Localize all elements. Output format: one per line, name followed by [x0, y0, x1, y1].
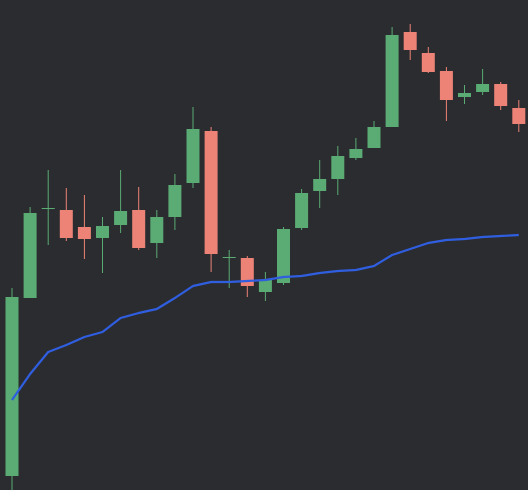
candle-body: [476, 84, 490, 92]
candle-body: [439, 71, 453, 100]
candle-body: [23, 213, 37, 298]
candle-body: [277, 229, 290, 283]
candle-body: [421, 53, 435, 72]
candle-body: [258, 280, 272, 292]
candle-body: [77, 227, 91, 239]
candle-body: [313, 179, 327, 191]
candle-body: [240, 258, 254, 286]
candle-body: [114, 211, 128, 225]
moving-average-line: [11, 233, 519, 401]
candle-body: [168, 185, 182, 217]
candle-body: [349, 149, 363, 158]
candle-body: [385, 35, 399, 127]
candle-body: [295, 193, 309, 228]
candle-body: [494, 84, 508, 106]
candle-body: [186, 129, 200, 183]
candle-body: [403, 32, 417, 50]
candle-body: [41, 208, 55, 209]
candle-body: [512, 108, 526, 124]
candle-body: [331, 156, 345, 179]
candle-body: [458, 93, 471, 97]
candle-body: [367, 127, 381, 148]
candle-body: [59, 210, 73, 238]
candle-body: [222, 257, 236, 258]
candle-body: [5, 297, 19, 476]
candle-body: [96, 226, 109, 238]
candle-body: [150, 217, 164, 243]
candle-body: [204, 131, 218, 254]
candle-body: [132, 210, 146, 248]
